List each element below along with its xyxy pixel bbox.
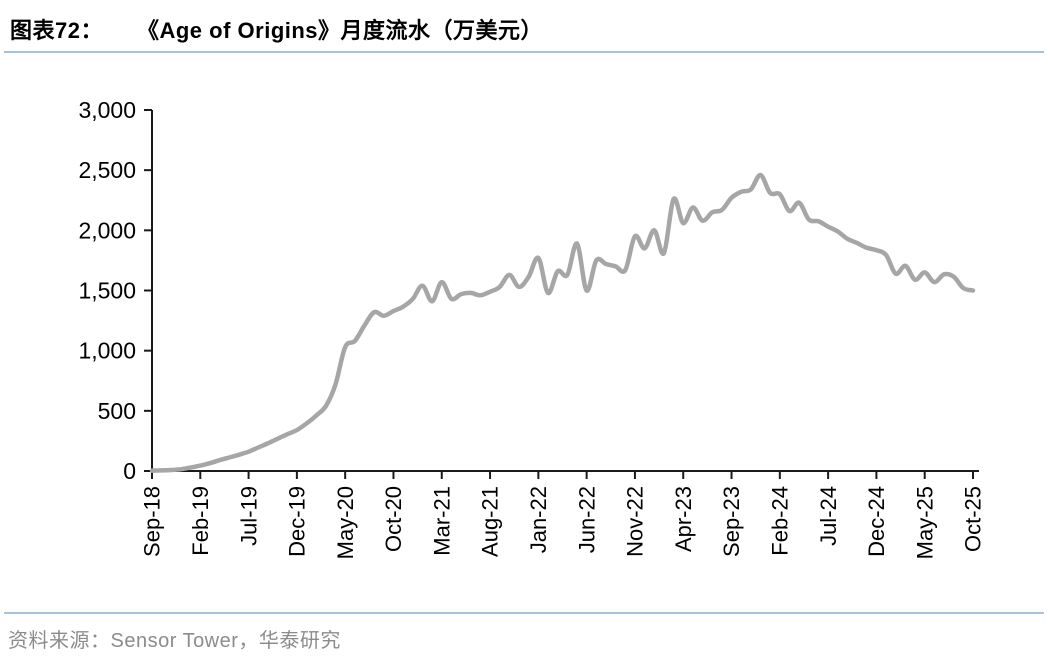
x-tick-label: Aug-21 — [478, 486, 503, 557]
revenue-line-chart: 0 500 1,000 1,500 2,000 2,500 3,000 Sep-18 Feb-1… — [78, 97, 986, 559]
footer-divider — [4, 612, 1044, 614]
y-tick-label: 0 — [123, 458, 136, 484]
figure-number: 图表72： — [10, 18, 103, 43]
x-tick-label: Dec-24 — [864, 486, 889, 557]
x-tick-label: Feb-24 — [768, 486, 793, 556]
x-tick-label: Jul-19 — [236, 486, 261, 546]
x-tick-label: May-25 — [912, 486, 937, 559]
x-tick-label: May-20 — [333, 486, 358, 559]
series-line — [149, 172, 976, 473]
source-note: 资料来源：Sensor Tower，华泰研究 — [8, 630, 341, 652]
y-tick-label: 500 — [98, 398, 136, 424]
x-tick-label: Dec-19 — [285, 486, 310, 557]
x-tick-label: Nov-22 — [623, 486, 648, 557]
x-tick-label: Sep-23 — [719, 486, 744, 557]
figure-header: 图表72： 《Age of Origins》月度流水（万美元） — [10, 13, 543, 45]
x-tick-label: Apr-23 — [671, 486, 696, 552]
x-tick-label: Mar-21 — [429, 486, 454, 556]
y-tick-label: 3,000 — [78, 97, 136, 123]
figure-title: 《Age of Origins》月度流水（万美元） — [136, 18, 544, 43]
x-tick-label: Oct-25 — [961, 486, 986, 552]
title-divider — [4, 51, 1044, 53]
y-tick-label: 2,000 — [78, 217, 136, 243]
x-tick-label: Jul-24 — [816, 486, 841, 546]
x-tick-label: Oct-20 — [381, 486, 406, 552]
y-tick-label: 2,500 — [78, 157, 136, 183]
x-tick-label: Feb-19 — [188, 486, 213, 556]
y-tick-label: 1,500 — [78, 278, 136, 304]
y-tick-label: 1,000 — [78, 338, 136, 364]
x-tick-label: Jan-22 — [526, 486, 551, 553]
x-tick-label: Sep-18 — [140, 486, 165, 557]
x-tick-label: Jun-22 — [574, 486, 599, 553]
